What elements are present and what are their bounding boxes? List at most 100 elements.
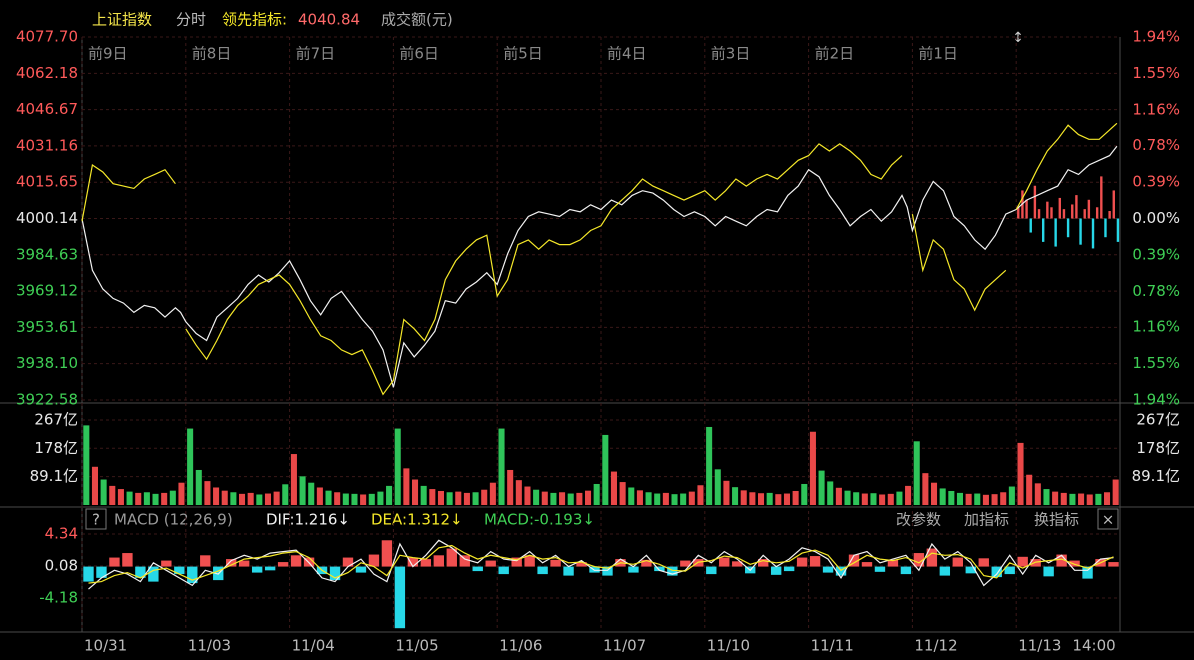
- macd-bar: [550, 559, 561, 567]
- bar: [1046, 201, 1049, 219]
- volume-bar: [282, 484, 289, 505]
- macd-bar: [680, 560, 691, 567]
- volume-bar: [117, 489, 124, 505]
- volume-bar: [636, 490, 643, 505]
- volume-bar: [1026, 474, 1033, 505]
- bar: [1050, 207, 1053, 219]
- macd-bar: [446, 548, 457, 567]
- volume-bar: [135, 492, 142, 505]
- volume-bar: [766, 492, 773, 505]
- volume-bar: [706, 426, 713, 505]
- y2-tick-label: 0.78%: [1132, 136, 1180, 154]
- volume-bar: [377, 491, 384, 505]
- volume-bar: [429, 489, 436, 505]
- y-tick-label: 89.1亿: [30, 467, 78, 485]
- button[interactable]: 换指标: [1034, 511, 1079, 529]
- mode[interactable]: 分时: [176, 11, 206, 29]
- volume-bar: [974, 493, 981, 505]
- bar: [1079, 218, 1082, 245]
- x-tick-label: 前8日: [192, 45, 232, 63]
- x-tick-label: 前9日: [88, 45, 128, 63]
- macd-bar: [174, 566, 185, 575]
- volume-bar: [662, 492, 669, 505]
- volume-bar: [1112, 479, 1119, 505]
- macd-bar: [511, 557, 522, 567]
- macd-bar: [277, 562, 289, 567]
- volume-bar: [965, 493, 972, 505]
- help[interactable]: ?: [92, 511, 100, 529]
- resize-icon[interactable]: ↕: [1012, 30, 1024, 46]
- help-box[interactable]: [85, 508, 107, 530]
- volume-bar: [628, 487, 635, 505]
- volume-bar: [1095, 493, 1102, 505]
- volume-bar: [256, 494, 263, 505]
- bar: [1112, 190, 1115, 219]
- volume-bar: [922, 473, 929, 505]
- volume-bar: [948, 490, 955, 505]
- volume-bar: [446, 492, 453, 505]
- macd-bar: [1043, 566, 1054, 577]
- y-tick-label: 267亿: [1136, 410, 1180, 428]
- macd-bar: [407, 557, 419, 567]
- macd-bar: [783, 566, 795, 572]
- close-button[interactable]: ×: [1102, 511, 1115, 529]
- y-tick-label: 4000.14: [16, 209, 78, 227]
- volume-bar: [325, 490, 332, 505]
- bar: [1058, 197, 1061, 219]
- volume-bar: [195, 469, 202, 505]
- bar: [1029, 218, 1032, 233]
- y2-tick-label: 0.78%: [1132, 282, 1180, 300]
- volume-bar: [1043, 489, 1050, 505]
- close-box[interactable]: [1097, 508, 1119, 530]
- macd-bar: [122, 553, 133, 567]
- y-tick-label: 4015.65: [16, 173, 78, 191]
- volume-bar: [783, 493, 791, 505]
- x-tick-label: 11/07: [603, 637, 646, 655]
- macd-line: [88, 544, 1114, 584]
- x-tick-label: 前2日: [815, 45, 855, 63]
- y2-tick-label: 1.55%: [1132, 64, 1180, 82]
- volume-bar: [213, 487, 220, 505]
- macd-bar: [848, 554, 860, 567]
- macd-bar: [264, 566, 276, 571]
- volume-bar: [368, 493, 375, 505]
- volume-bar: [792, 490, 799, 505]
- y2-tick-label: 0.39%: [1132, 173, 1180, 191]
- volume-bar: [152, 493, 159, 505]
- bar: [1066, 218, 1070, 238]
- volume-bar: [290, 454, 297, 505]
- x-tick-label: 前6日: [399, 45, 439, 63]
- y-tick-label: -4.18: [39, 588, 78, 606]
- y-tick-label: 3922.58: [16, 391, 78, 409]
- volume-bar: [654, 493, 661, 505]
- volume-bar: [853, 492, 860, 505]
- macd-bar: [757, 559, 769, 567]
- x-tick-label: 11/10: [707, 637, 750, 655]
- volume-bar: [1017, 442, 1024, 505]
- macd-bar: [226, 559, 237, 567]
- macd-bar: [498, 566, 509, 575]
- dea-legend: DEA:1.312↓: [371, 511, 463, 529]
- volume-bar: [732, 487, 739, 505]
- button[interactable]: 改参数: [896, 511, 941, 529]
- x-tick-label: 前5日: [503, 45, 543, 63]
- macd-bar: [381, 540, 393, 567]
- macd-bar: [654, 566, 665, 572]
- y-tick-label: 178亿: [1136, 439, 1180, 457]
- volume-bar: [775, 494, 782, 505]
- macd-line: [88, 539, 1114, 590]
- volume-bar: [187, 428, 194, 505]
- volume-bar: [143, 492, 150, 505]
- volume-bar: [870, 493, 877, 505]
- bar: [1037, 209, 1041, 219]
- volume-bar: [645, 492, 652, 505]
- volume-bar: [550, 492, 557, 505]
- volume-bar: [264, 493, 272, 505]
- macd-bar: [420, 559, 432, 567]
- y-tick-label: 89.1亿: [1132, 467, 1180, 485]
- y-tick-label: 4031.16: [16, 136, 78, 154]
- volume-bar: [489, 482, 496, 505]
- volume-bar: [1103, 492, 1111, 505]
- button[interactable]: 加指标: [964, 511, 1009, 529]
